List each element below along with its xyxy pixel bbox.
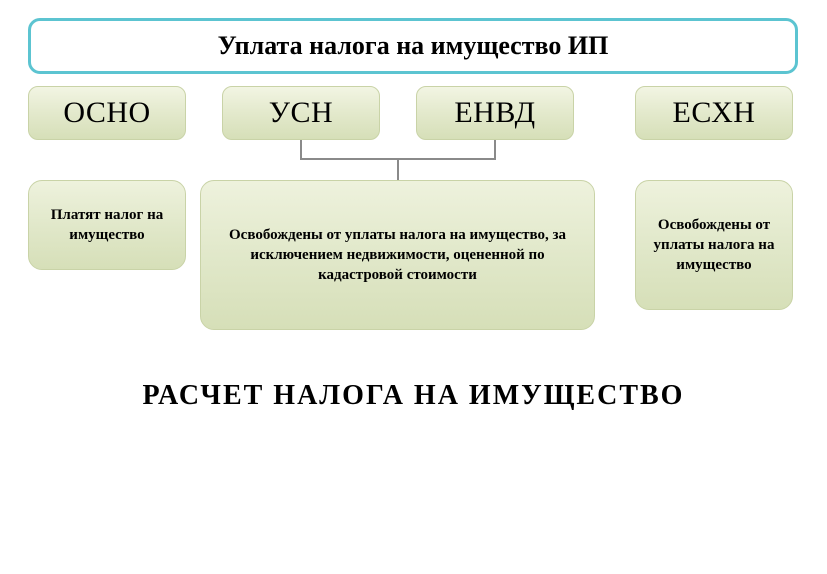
header-box: Уплата налога на имущество ИП	[28, 18, 798, 74]
regime-eshn: ЕСХН	[635, 86, 793, 140]
regime-eshn-label: ЕСХН	[673, 96, 756, 130]
connector-mid-down	[397, 158, 399, 180]
desc-eshn: Освобождены от уплаты налога на имуществ…	[635, 180, 793, 310]
desc-usn-envd-text: Освобождены от уплаты налога на имуществ…	[213, 225, 582, 286]
header-title: Уплата налога на имущество ИП	[218, 31, 609, 61]
regime-osno: ОСНО	[28, 86, 186, 140]
regime-usn: УСН	[222, 86, 380, 140]
connector-envd-down	[494, 140, 496, 160]
desc-usn-envd: Освобождены от уплаты налога на имуществ…	[200, 180, 595, 330]
bottom-title: РАСЧЕТ НАЛОГА НА ИМУЩЕСТВО	[0, 380, 827, 412]
regime-osno-label: ОСНО	[63, 96, 150, 130]
desc-osno-text: Платят налог на имущество	[41, 205, 173, 246]
regime-envd-label: ЕНВД	[454, 96, 535, 130]
desc-eshn-text: Освобождены от уплаты налога на имуществ…	[648, 215, 780, 276]
regime-usn-label: УСН	[269, 96, 333, 130]
connector-usn-down	[300, 140, 302, 160]
diagram-container: Уплата налога на имущество ИП ОСНО УСН Е…	[0, 0, 827, 574]
desc-osno: Платят налог на имущество	[28, 180, 186, 270]
regime-envd: ЕНВД	[416, 86, 574, 140]
